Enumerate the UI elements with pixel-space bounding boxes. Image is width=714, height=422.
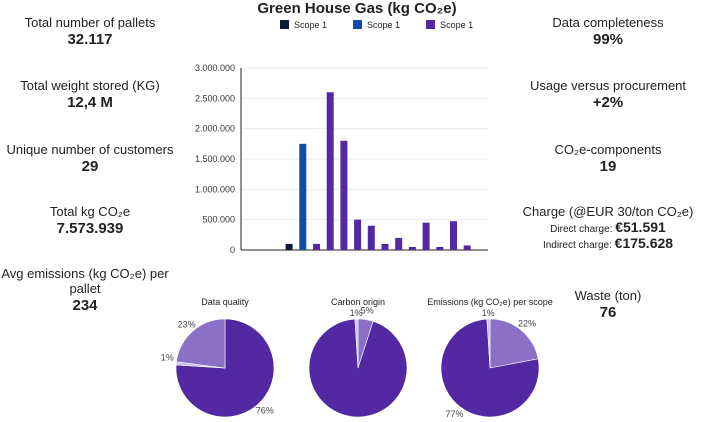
kpi-label: Charge (@EUR 30/ton CO₂e)	[522, 204, 694, 219]
bar[interactable]	[381, 243, 389, 250]
pie-slice[interactable]	[440, 318, 540, 418]
pie-label: 1%	[350, 308, 363, 318]
kpi-2: Unique number of customers 29	[0, 142, 185, 175]
legend-item[interactable]: Scope 1	[426, 20, 473, 30]
pie-slice[interactable]	[176, 318, 226, 369]
y-tick-label: 2.500.000	[195, 93, 235, 103]
bar[interactable]	[450, 221, 457, 250]
bar[interactable]	[395, 237, 403, 250]
y-tick-label: 2.000.000	[195, 124, 235, 134]
pie-label: 22%	[518, 318, 536, 328]
bar[interactable]	[299, 143, 307, 250]
chart-legend: Scope 1 Scope 1 Scope 1	[280, 20, 473, 30]
kpi-value: 99%	[592, 31, 624, 48]
bar[interactable]	[463, 245, 471, 250]
kpi-label: Total kg CO₂e	[49, 204, 131, 219]
kpi-label: Total weight stored (KG)	[20, 78, 160, 93]
kpi-value: 29	[81, 158, 99, 175]
kpi-right-4: Waste (ton) 76	[513, 288, 703, 321]
kpi-value: 7.573.939	[56, 220, 124, 237]
pie-slice[interactable]	[354, 318, 359, 369]
bar[interactable]	[367, 225, 375, 250]
pie-label: 5%	[361, 306, 374, 316]
pie-label: 23%	[178, 319, 196, 329]
kpi-label: Waste (ton)	[574, 288, 642, 303]
kpi-right-0: Data completeness 99%	[513, 15, 703, 48]
chart-title: Green House Gas (kg CO₂e)	[257, 0, 457, 17]
y-tick-label: 1.500.000	[195, 154, 235, 164]
kpi-label: Data completeness	[552, 15, 664, 30]
y-tick-label: 500.000	[202, 215, 235, 225]
bar[interactable]	[326, 92, 334, 251]
bar[interactable]	[422, 222, 430, 250]
pie-label: 1%	[161, 352, 174, 362]
bar[interactable]	[340, 140, 348, 250]
bar[interactable]	[408, 246, 416, 250]
kpi-label: Usage versus procurement	[529, 78, 687, 93]
pie-slice[interactable]	[308, 318, 408, 418]
kpi-value: 76	[599, 304, 617, 321]
pie-label: 94%	[342, 421, 360, 422]
kpi-label: CO₂e-components	[554, 142, 662, 157]
pie-title: Emissions (kg CO₂e) per scope	[427, 297, 553, 307]
kpi-right-1: Usage versus procurement +2%	[513, 78, 703, 111]
pie-label: 77%	[445, 409, 463, 419]
y-tick-label: 0	[230, 245, 235, 255]
y-tick-label: 3.000.000	[195, 63, 235, 73]
kpi-0: Total number of pallets 32.117	[0, 15, 185, 48]
legend-item[interactable]: Scope 1	[280, 20, 327, 30]
pie-label: 76%	[256, 405, 274, 415]
kpi-4: Avg emissions (kg CO₂e) per pallet 234	[0, 266, 175, 314]
kpi-value: +2%	[592, 94, 624, 111]
kpi-right-3: Charge (@EUR 30/ton CO₂e) Direct charge:…	[513, 204, 703, 251]
pie-label: 1%	[482, 308, 495, 318]
pie-title: Data quality	[201, 297, 249, 307]
kpi-value: 234	[72, 297, 98, 314]
pie-slice[interactable]	[489, 318, 539, 369]
kpi-value: 19	[599, 158, 617, 175]
indirect-charge: Indirect charge: €175.628	[542, 235, 674, 251]
direct-charge: Direct charge: €51.591	[550, 219, 666, 235]
legend-item[interactable]: Scope 1	[353, 20, 400, 30]
kpi-label: Total number of pallets	[24, 15, 156, 30]
bar[interactable]	[313, 243, 320, 250]
kpi-right-2: CO₂e-components 19	[513, 142, 703, 175]
kpi-label: Avg emissions (kg CO₂e) per pallet	[1, 266, 169, 296]
bar[interactable]	[285, 243, 293, 250]
pie-title: Carbon origin	[330, 297, 386, 307]
kpi-value: 12,4 M	[67, 94, 113, 111]
bar[interactable]	[436, 246, 444, 250]
y-tick-label: 1.000.000	[195, 184, 235, 194]
kpi-3: Total kg CO₂e 7.573.939	[0, 204, 185, 237]
kpi-value: 32.117	[67, 31, 113, 48]
kpi-1: Total weight stored (KG) 12,4 M	[0, 78, 185, 111]
kpi-label: Unique number of customers	[6, 142, 174, 157]
bar[interactable]	[354, 219, 362, 250]
pie-slice[interactable]	[486, 318, 491, 369]
